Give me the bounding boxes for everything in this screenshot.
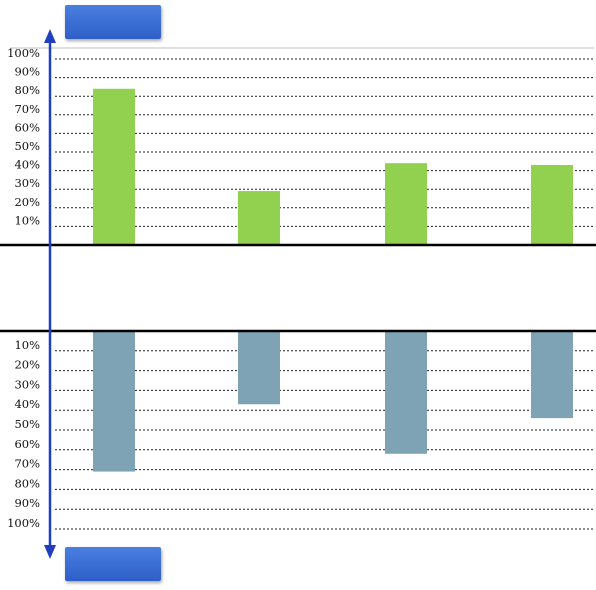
bottom-tick-label: 60% <box>14 437 40 451</box>
top-tick-label: 90% <box>14 65 40 79</box>
bottom-blue-button[interactable] <box>65 547 161 581</box>
top-tick-label: 80% <box>14 83 40 97</box>
bottom-tick-label: 90% <box>14 496 40 510</box>
top-bar-3 <box>385 163 427 245</box>
double-arrow-icon <box>44 29 56 559</box>
top-tick-label: 70% <box>14 102 40 116</box>
bottom-tick-label: 20% <box>14 358 40 372</box>
bottom-bar-1 <box>93 331 135 472</box>
bottom-tick-label: 50% <box>14 417 40 431</box>
top-bar-1 <box>93 88 135 245</box>
bottom-tick-labels: 10% 20% 30% 40% 50% 60% 70% 80% 90% 100% <box>7 338 40 530</box>
top-bar-4 <box>531 165 573 245</box>
bottom-tick-label: 70% <box>14 457 40 471</box>
bottom-bars <box>93 331 573 472</box>
top-tick-label: 20% <box>14 195 40 209</box>
bottom-tick-label: 30% <box>14 377 40 391</box>
arrow-head-up <box>44 29 56 43</box>
top-blue-button[interactable] <box>65 5 161 39</box>
top-tick-label: 60% <box>14 120 40 134</box>
bottom-bar-4 <box>531 331 573 419</box>
top-tick-label: 50% <box>14 139 40 153</box>
top-tick-labels: 10% 20% 30% 40% 50% 60% 70% 80% 90% 100% <box>7 46 40 227</box>
top-tick-label: 10% <box>14 213 40 227</box>
bottom-bar-3 <box>385 331 427 454</box>
bottom-tick-label: 40% <box>14 397 40 411</box>
top-tick-label: 30% <box>14 176 40 190</box>
bottom-tick-label: 100% <box>7 516 40 530</box>
top-bars <box>93 88 573 245</box>
arrow-head-down <box>44 545 56 559</box>
bottom-gridlines <box>55 350 594 530</box>
top-tick-label: 100% <box>7 46 40 60</box>
bottom-tick-label: 80% <box>14 476 40 490</box>
bottom-tick-label: 10% <box>14 338 40 352</box>
top-gridlines <box>55 58 594 227</box>
top-bar-2 <box>238 191 280 245</box>
top-tick-label: 40% <box>14 158 40 172</box>
bottom-bar-2 <box>238 331 280 405</box>
